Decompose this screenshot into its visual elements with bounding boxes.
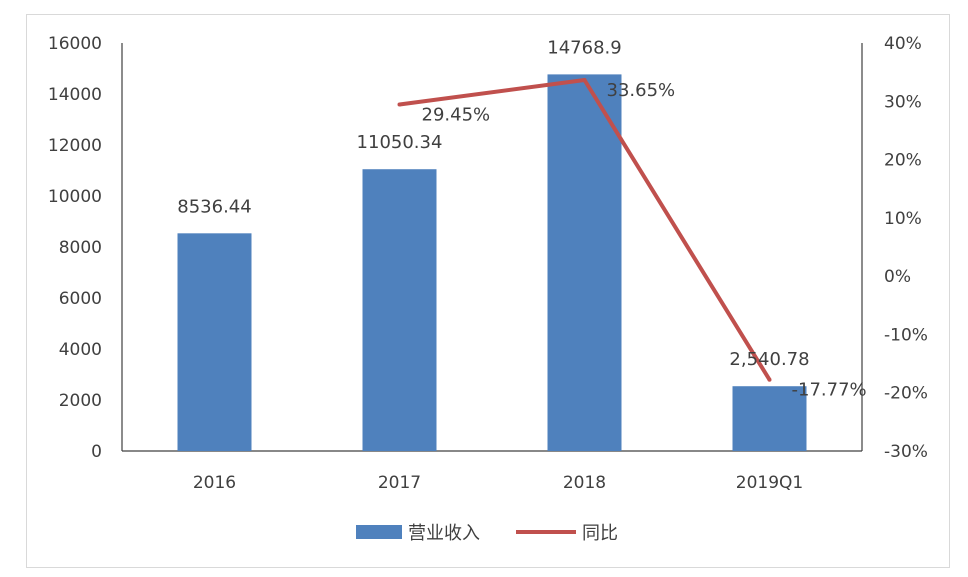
yoy-value-label: 29.45%	[422, 104, 491, 125]
left-tick-label: 6000	[59, 289, 102, 309]
bar-series	[177, 74, 807, 452]
yoy-point	[582, 78, 587, 83]
chart-frame	[26, 14, 950, 568]
line-series	[397, 78, 772, 382]
left-tick-label: 0	[91, 442, 102, 462]
left-tick-label: 2000	[59, 391, 102, 411]
bar	[362, 169, 437, 452]
category-label: 2017	[378, 473, 421, 493]
left-tick-label: 16000	[48, 34, 102, 54]
left-tick-label: 10000	[48, 187, 102, 207]
right-tick-label: -10%	[884, 325, 928, 345]
bar-value-label: 14768.9	[547, 37, 621, 58]
legend-bar-swatch	[356, 525, 402, 539]
right-tick-label: 40%	[884, 34, 922, 54]
yoy-point	[397, 102, 402, 107]
right-tick-label: 10%	[884, 209, 922, 229]
bar-value-label: 11050.34	[357, 132, 443, 153]
category-label: 2016	[193, 473, 236, 493]
bar	[732, 386, 807, 451]
left-tick-label: 8000	[59, 238, 102, 258]
right-axis-ticks: -30% -20% -10% 0% 10% 20% 30% 40%	[884, 34, 928, 462]
yoy-value-label: -17.77%	[792, 380, 867, 401]
bar-value-label: 8536.44	[177, 196, 251, 217]
left-tick-label: 12000	[48, 136, 102, 156]
bar	[547, 74, 622, 451]
right-tick-label: 30%	[884, 92, 922, 112]
right-tick-label: -20%	[884, 384, 928, 404]
bar	[177, 233, 252, 451]
category-label: 2019Q1	[736, 473, 803, 493]
data-labels: 8536.44 11050.34 14768.9 2,540.78 29.45% 33.6…	[177, 37, 866, 400]
category-label: 2018	[563, 473, 606, 493]
legend: 营业收入 同比	[356, 523, 618, 544]
bar-value-label: 2,540.78	[729, 349, 809, 370]
left-tick-label: 14000	[48, 85, 102, 105]
right-tick-label: -30%	[884, 442, 928, 462]
right-tick-label: 0%	[884, 267, 911, 287]
legend-line-label: 同比	[582, 523, 618, 544]
yoy-value-label: 33.65%	[607, 80, 676, 101]
legend-bar-label: 营业收入	[408, 523, 480, 544]
right-tick-label: 20%	[884, 151, 922, 171]
category-labels: 2016 2017 2018 2019Q1	[193, 473, 803, 493]
left-axis-ticks: 0 2000 4000 6000 8000 10000 12000 14000 16000	[48, 34, 102, 462]
left-tick-label: 4000	[59, 340, 102, 360]
yoy-point	[767, 377, 772, 382]
